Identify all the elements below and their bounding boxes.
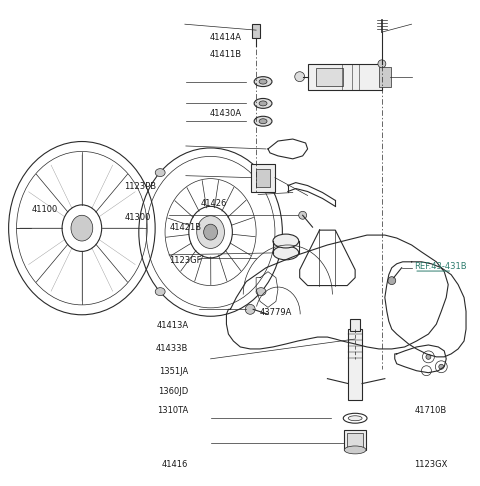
Circle shape bbox=[388, 277, 396, 285]
Bar bbox=[379, 67, 391, 87]
Ellipse shape bbox=[155, 169, 165, 176]
Bar bbox=[256, 169, 270, 187]
Text: 1123GF: 1123GF bbox=[169, 256, 202, 265]
Ellipse shape bbox=[273, 234, 299, 248]
Ellipse shape bbox=[273, 246, 299, 260]
Ellipse shape bbox=[344, 446, 366, 454]
Text: 1351JA: 1351JA bbox=[159, 367, 189, 377]
Text: 41430A: 41430A bbox=[210, 108, 242, 118]
Text: 41411B: 41411B bbox=[210, 50, 242, 59]
Text: 1310TA: 1310TA bbox=[157, 406, 189, 415]
Text: 43779A: 43779A bbox=[260, 308, 292, 317]
Ellipse shape bbox=[259, 119, 267, 124]
Circle shape bbox=[426, 354, 431, 359]
Ellipse shape bbox=[254, 116, 272, 126]
Text: REF.43-431B: REF.43-431B bbox=[414, 261, 467, 271]
Ellipse shape bbox=[254, 99, 272, 108]
Ellipse shape bbox=[259, 79, 267, 84]
Bar bbox=[252, 24, 260, 38]
Ellipse shape bbox=[259, 101, 267, 106]
Text: 1360JD: 1360JD bbox=[158, 387, 189, 396]
Ellipse shape bbox=[348, 416, 362, 421]
Text: 41426: 41426 bbox=[200, 199, 227, 208]
Text: 41413A: 41413A bbox=[156, 321, 189, 330]
Text: 41421B: 41421B bbox=[169, 223, 202, 232]
Bar bbox=[344, 430, 366, 450]
Bar bbox=[315, 68, 343, 86]
Ellipse shape bbox=[71, 215, 93, 241]
Text: 41433B: 41433B bbox=[156, 345, 189, 353]
Text: 41416: 41416 bbox=[162, 460, 189, 469]
Ellipse shape bbox=[155, 288, 165, 295]
Ellipse shape bbox=[254, 77, 272, 87]
Bar bbox=[251, 164, 275, 191]
Bar bbox=[308, 64, 382, 89]
Circle shape bbox=[245, 304, 255, 314]
Bar bbox=[348, 329, 362, 400]
Ellipse shape bbox=[256, 169, 266, 176]
Ellipse shape bbox=[204, 224, 217, 240]
Text: 41300: 41300 bbox=[124, 213, 151, 223]
Text: 41100: 41100 bbox=[32, 205, 58, 214]
Circle shape bbox=[299, 211, 307, 219]
Text: 41710B: 41710B bbox=[414, 406, 446, 415]
Text: 1123GX: 1123GX bbox=[414, 460, 447, 469]
Bar bbox=[350, 319, 360, 331]
Text: 41414A: 41414A bbox=[210, 33, 242, 42]
Circle shape bbox=[295, 72, 305, 82]
Ellipse shape bbox=[256, 288, 266, 295]
Bar bbox=[347, 433, 363, 447]
Circle shape bbox=[439, 364, 444, 369]
Text: 1123PB: 1123PB bbox=[124, 182, 156, 191]
Circle shape bbox=[378, 60, 386, 68]
Ellipse shape bbox=[197, 216, 225, 248]
